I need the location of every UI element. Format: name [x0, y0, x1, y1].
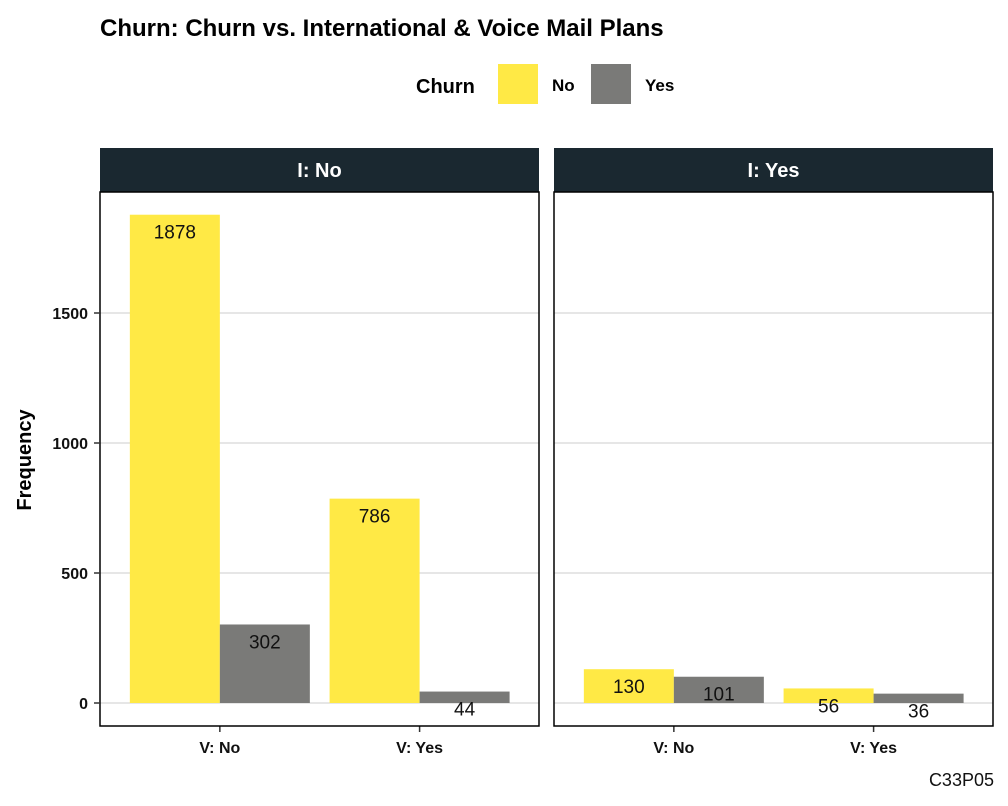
data-label: 56	[818, 696, 839, 717]
y-tick-label: 0	[79, 696, 88, 713]
legend-key-no	[498, 64, 538, 104]
facet-panels: I: No 1878 302 V: No 786 44 V: Yes I: Yes 130 101…	[99, 148, 994, 757]
y-axis-title: Frequency	[14, 409, 36, 511]
legend-title: Churn	[416, 76, 475, 98]
bar	[873, 693, 964, 703]
legend-label-no: No	[552, 76, 575, 95]
bar	[583, 669, 674, 703]
data-label: 130	[613, 677, 645, 698]
facet-strip	[100, 148, 539, 192]
bar	[129, 214, 220, 703]
data-label: 302	[249, 632, 281, 653]
facet-strip	[554, 148, 993, 192]
caption: C33P05	[929, 770, 994, 790]
bar	[783, 688, 874, 703]
x-tick-label: V: No	[653, 740, 694, 757]
y-axis-ticks: 0 500 1000 1500	[52, 306, 100, 713]
x-tick-label: V: Yes	[850, 740, 897, 757]
data-label: 44	[454, 700, 476, 721]
chart-title: Churn: Churn vs. International & Voice M…	[100, 15, 664, 42]
legend-label-yes: Yes	[645, 76, 674, 95]
bar	[329, 498, 420, 703]
y-tick-label: 1000	[52, 436, 88, 453]
data-label: 36	[908, 702, 929, 723]
data-label: 101	[703, 685, 735, 706]
panel-border	[99, 191, 540, 727]
bar	[219, 624, 310, 703]
legend-key-yes	[591, 64, 631, 104]
x-tick-label: V: No	[199, 740, 240, 757]
facet-panel: I: Yes 130 101 V: No 56 36 V: Yes	[553, 148, 994, 757]
bar	[419, 691, 510, 703]
y-tick-label: 1500	[52, 306, 88, 323]
facet-strip-label: I: Yes	[748, 160, 800, 182]
bar	[673, 676, 764, 703]
data-label: 786	[359, 507, 391, 528]
facet-strip-label: I: No	[297, 160, 341, 182]
legend: Churn No Yes	[416, 64, 674, 104]
x-tick-label: V: Yes	[396, 740, 443, 757]
data-label: 1878	[154, 223, 196, 244]
y-tick-label: 500	[61, 566, 88, 583]
panel-border	[553, 191, 994, 727]
facet-panel: I: No 1878 302 V: No 786 44 V: Yes	[99, 148, 540, 757]
